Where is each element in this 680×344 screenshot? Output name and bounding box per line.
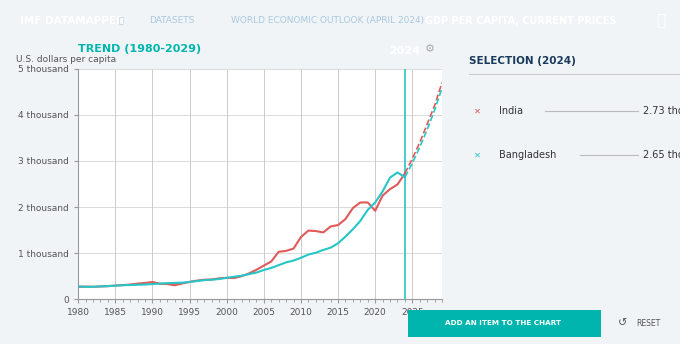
Text: WORLD ECONOMIC OUTLOOK (APRIL 2024): WORLD ECONOMIC OUTLOOK (APRIL 2024) (231, 16, 424, 25)
Text: TREND (1980-2029): TREND (1980-2029) (78, 44, 201, 54)
Text: Bangladesh: Bangladesh (499, 150, 557, 161)
Text: ⚙: ⚙ (425, 44, 435, 54)
Text: India: India (499, 106, 523, 116)
Text: U.S. dollars per capita: U.S. dollars per capita (16, 55, 116, 64)
Text: ✕: ✕ (474, 151, 481, 160)
FancyBboxPatch shape (405, 310, 601, 337)
Text: 2.73 thousand: 2.73 thousand (643, 106, 680, 116)
Text: IMF DATAMAPPER: IMF DATAMAPPER (20, 15, 124, 26)
Text: 2.65 thousand: 2.65 thousand (643, 150, 680, 161)
Text: ADD AN ITEM TO THE CHART: ADD AN ITEM TO THE CHART (445, 320, 561, 326)
Text: ⓘ: ⓘ (119, 16, 124, 25)
Text: RESET: RESET (636, 319, 661, 328)
Text: SELECTION (2024): SELECTION (2024) (469, 56, 576, 66)
Text: DATASETS: DATASETS (150, 16, 195, 25)
Text: ✕: ✕ (474, 107, 481, 116)
Text: GDP PER CAPITA, CURRENT PRICES: GDP PER CAPITA, CURRENT PRICES (425, 15, 616, 26)
Text: ⌕: ⌕ (657, 13, 666, 28)
Text: 2024: 2024 (390, 46, 420, 56)
Text: ↺: ↺ (617, 318, 627, 329)
